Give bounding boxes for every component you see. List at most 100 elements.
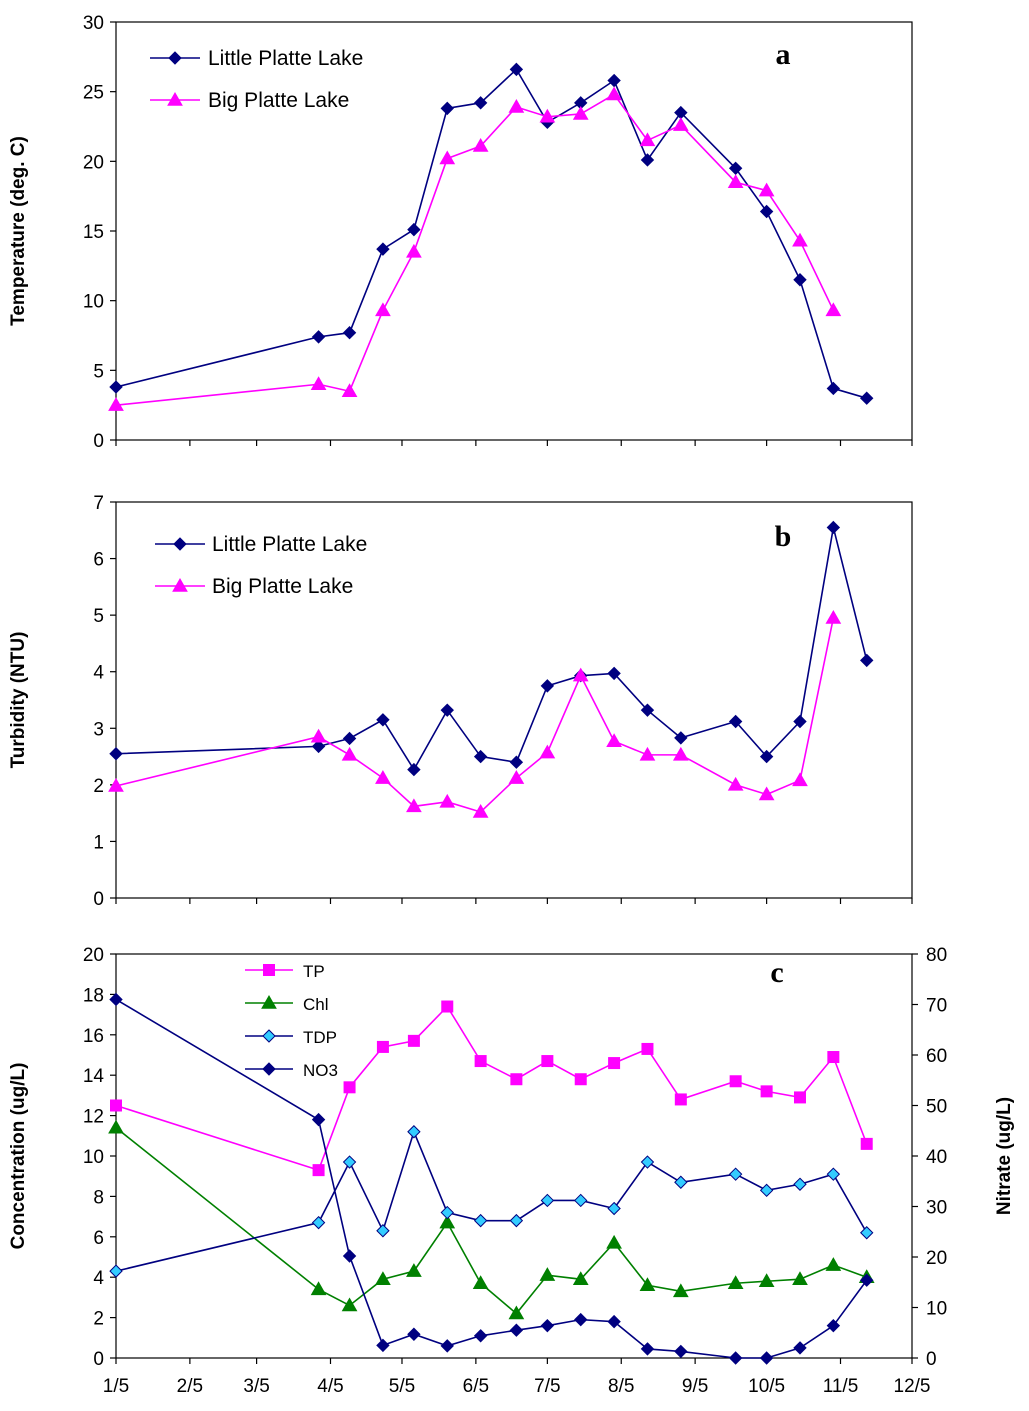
y-tick: 0 xyxy=(93,1349,116,1370)
data-point xyxy=(572,105,589,120)
y-tick-label: 5 xyxy=(93,606,104,627)
y-tick-label: 3 xyxy=(93,719,104,740)
x-tick-label: 10/5 xyxy=(748,1376,785,1397)
legend-item: Little Platte Lake xyxy=(155,533,367,556)
y-tick-label: 25 xyxy=(83,83,104,104)
x-tick-label: 6/5 xyxy=(463,1376,489,1397)
data-point xyxy=(825,1257,842,1271)
y-right-tick: 80 xyxy=(912,945,947,966)
data-point xyxy=(674,1175,688,1189)
plot-area xyxy=(115,953,913,1359)
y-right-tick-label: 20 xyxy=(926,1248,947,1269)
y-tick: 2 xyxy=(93,1309,116,1330)
y-tick: 8 xyxy=(93,1187,116,1208)
y-right-tick: 70 xyxy=(912,996,947,1017)
data-point xyxy=(310,728,327,743)
data-point xyxy=(341,1297,358,1312)
data-point xyxy=(607,666,621,681)
data-point xyxy=(826,1318,841,1333)
series-line xyxy=(115,68,867,399)
legend-label: Big Platte Lake xyxy=(208,89,349,112)
data-point xyxy=(312,1164,325,1177)
y-tick-label: 12 xyxy=(83,1107,104,1128)
data-point xyxy=(439,793,456,808)
y-right-axis-title: Nitrate (ug/L) xyxy=(994,1097,1015,1215)
data-point xyxy=(606,733,622,748)
data-point xyxy=(407,1125,421,1139)
data-point xyxy=(406,1263,422,1277)
data-point xyxy=(825,302,842,317)
data-point xyxy=(310,376,327,391)
x-tick: 8/5 xyxy=(608,1376,634,1397)
data-point xyxy=(407,1034,420,1047)
data-point xyxy=(343,1081,356,1094)
data-point xyxy=(793,1091,806,1104)
y-tick-label: 7 xyxy=(93,493,104,514)
y-right-tick-label: 60 xyxy=(926,1046,947,1067)
y-tick: 30 xyxy=(83,13,116,34)
x-tick-label: 3/5 xyxy=(243,1376,269,1397)
y-right-tick-label: 80 xyxy=(926,945,947,966)
y-tick-label: 1 xyxy=(93,832,104,853)
data-point xyxy=(539,744,556,759)
series-line xyxy=(115,1005,868,1172)
legend-marker xyxy=(263,964,275,976)
data-point xyxy=(758,786,775,801)
data-point xyxy=(574,1073,587,1086)
data-point xyxy=(509,62,524,77)
y-tick: 6 xyxy=(93,1228,116,1249)
data-point xyxy=(310,1281,327,1296)
x-tick: 9/5 xyxy=(682,1376,708,1397)
legend-label: Chl xyxy=(303,995,329,1014)
series-line xyxy=(115,617,835,813)
y-tick-label: 30 xyxy=(83,13,104,34)
data-point xyxy=(640,703,655,717)
y-tick: 10 xyxy=(83,1147,116,1168)
data-point xyxy=(606,1234,622,1249)
series-line xyxy=(115,998,868,1359)
data-point xyxy=(641,1042,654,1055)
x-tick-label: 1/5 xyxy=(103,1376,129,1397)
y-tick: 12 xyxy=(83,1107,116,1128)
data-point xyxy=(607,1314,621,1329)
data-point xyxy=(472,804,489,818)
y-tick-label: 6 xyxy=(93,550,104,571)
data-point xyxy=(108,1119,124,1134)
data-point xyxy=(727,174,744,188)
x-tick: 10/5 xyxy=(748,1376,785,1397)
x-tick: 2/5 xyxy=(177,1376,203,1397)
x-tick: 3/5 xyxy=(243,1376,269,1397)
x-tick-label: 5/5 xyxy=(389,1376,415,1397)
x-tick: 5/5 xyxy=(389,1376,415,1397)
series-little-platte-lake xyxy=(109,62,874,405)
y-tick: 4 xyxy=(93,1268,116,1289)
x-tick: 6/5 xyxy=(463,1376,489,1397)
y-tick-label: 14 xyxy=(83,1066,105,1087)
y-tick: 20 xyxy=(83,945,116,966)
data-point xyxy=(473,96,488,110)
y-tick: 0 xyxy=(93,889,116,910)
data-point xyxy=(759,749,774,764)
data-point xyxy=(826,1167,841,1181)
data-point xyxy=(793,1177,807,1191)
y-tick: 14 xyxy=(83,1066,116,1087)
data-point xyxy=(860,391,874,405)
data-point xyxy=(472,137,489,152)
data-point xyxy=(440,703,454,717)
data-point xyxy=(342,326,357,340)
y-right-tick: 60 xyxy=(912,1046,947,1067)
data-point xyxy=(510,1073,523,1086)
y-tick-label: 0 xyxy=(93,1349,104,1370)
data-point xyxy=(759,1351,774,1365)
y-tick-label: 2 xyxy=(93,776,104,797)
data-point xyxy=(441,1000,454,1013)
x-tick-label: 12/5 xyxy=(894,1376,931,1397)
y-tick-label: 15 xyxy=(83,222,104,243)
x-tick-label: 11/5 xyxy=(823,1376,859,1397)
data-point xyxy=(376,242,390,256)
data-point xyxy=(539,1267,556,1281)
legend-item: Big Platte Lake xyxy=(150,89,349,112)
legend-label: NO3 xyxy=(303,1061,338,1080)
data-point xyxy=(672,746,689,761)
data-point xyxy=(509,1213,524,1228)
